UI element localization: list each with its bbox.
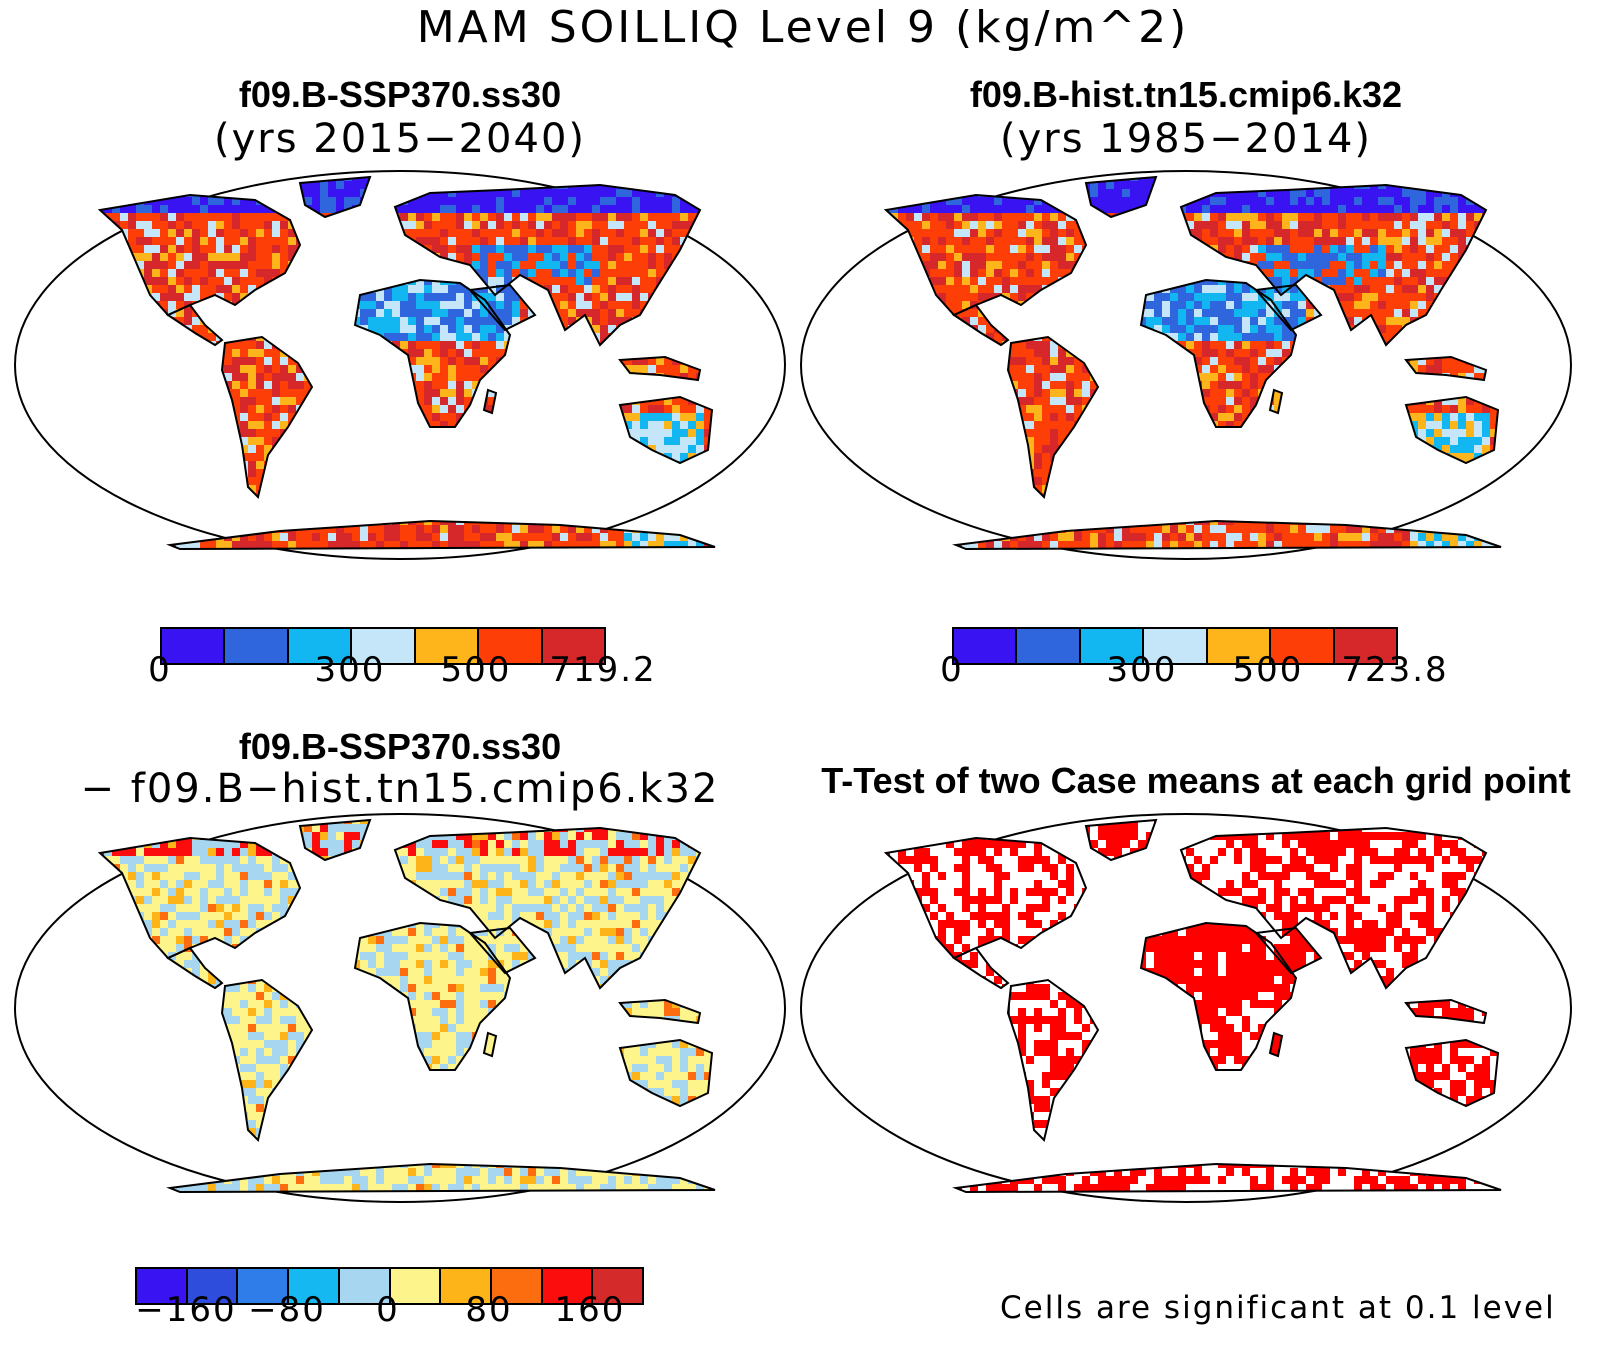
significance-note: Cells are significant at 0.1 level: [1000, 1290, 1556, 1326]
coastline-eurasia: [1179, 183, 1488, 347]
panel2-title: f09.B-hist.tn15.cmip6.k32: [969, 74, 1403, 115]
cbar3-tick-80: 80: [465, 1290, 513, 1330]
panel2-subtitle: (yrs 1985−2014): [1000, 116, 1372, 162]
coastline-south-america: [1006, 335, 1100, 499]
panel3-map: [14, 813, 786, 1203]
coastline-madagascar: [1268, 388, 1284, 415]
colorbar-swatch: [1017, 629, 1081, 663]
coastline-south-america: [220, 978, 314, 1142]
cbar2-tick-max: 723.8: [1341, 650, 1449, 690]
panel4-map: [800, 813, 1572, 1203]
colorbar-swatch: [352, 629, 416, 663]
colorbar-swatch: [390, 1269, 442, 1303]
colorbar-swatch: [289, 1269, 340, 1303]
coastline-central-america: [165, 303, 224, 347]
colorbar-swatch: [1334, 629, 1396, 663]
coastline-arabia: [1254, 283, 1323, 332]
colorbar-swatch: [593, 1269, 643, 1303]
coastline-eurasia: [393, 826, 702, 990]
colorbar-swatch: [162, 629, 226, 663]
coastline-africa: [353, 278, 512, 428]
panel2-colorbar: [952, 627, 1398, 665]
coastline-central-america: [951, 946, 1010, 990]
coastline-south-america: [1006, 978, 1100, 1142]
coastline-australia: [1404, 1038, 1500, 1108]
panel1-map: [14, 170, 786, 560]
colorbar-swatch: [415, 629, 480, 663]
panel3-title: f09.B-SSP370.ss30: [238, 726, 562, 767]
coastline-africa: [1139, 921, 1298, 1071]
coastline-south-america: [220, 335, 314, 499]
coastline-africa: [1139, 278, 1298, 428]
panel3-subtitle: − f09.B−hist.tn15.cmip6.k32: [80, 766, 720, 812]
coastline-central-america: [951, 303, 1010, 347]
cbar3-tick-m80: −80: [248, 1290, 326, 1330]
panel4-title: T-Test of two Case means at each grid po…: [821, 760, 1571, 801]
colorbar-swatch: [542, 629, 604, 663]
coastline-greenland: [298, 818, 372, 862]
panel1-title: f09.B-SSP370.ss30: [238, 74, 562, 115]
coastline-australia: [1404, 395, 1500, 465]
coastline-north-america: [883, 836, 1088, 960]
colorbar-swatch: [225, 629, 289, 663]
coastline-north-america: [97, 836, 302, 960]
cbar3-tick-m160: −160: [135, 1290, 237, 1330]
coastline-arabia: [468, 283, 537, 332]
colorbar-swatch: [1271, 629, 1335, 663]
colorbar-swatch: [339, 1269, 391, 1303]
coastline-madagascar: [1268, 1031, 1284, 1058]
cbar2-tick-500: 500: [1232, 650, 1304, 690]
colorbar-swatch: [238, 1269, 290, 1303]
coastline-north-america: [883, 193, 1088, 317]
colorbar-swatch: [954, 629, 1018, 663]
colorbar-swatch: [288, 629, 353, 663]
coastline-antarctica: [166, 519, 716, 551]
colorbar-swatch: [542, 1269, 594, 1303]
coastline-madagascar: [482, 1031, 498, 1058]
panel2-map: [800, 170, 1572, 560]
coastline-antarctica: [166, 1162, 716, 1194]
coastline-greenland: [298, 175, 372, 219]
colorbar-swatch: [1144, 629, 1208, 663]
coastline-antarctica: [952, 1162, 1502, 1194]
coastline-arabia: [468, 926, 537, 975]
cbar1-tick-0: 0: [148, 650, 172, 690]
coastline-madagascar: [482, 388, 498, 415]
colorbar-swatch: [187, 1269, 239, 1303]
coastline-eurasia: [393, 183, 702, 347]
colorbar-swatch: [441, 1269, 492, 1303]
coastline-arabia: [1254, 926, 1323, 975]
coastline-eurasia: [1179, 826, 1488, 990]
colorbar-swatch: [479, 629, 543, 663]
coastline-australia: [618, 395, 714, 465]
panel1-subtitle: (yrs 2015−2040): [214, 116, 586, 162]
colorbar-swatch: [491, 1269, 543, 1303]
cbar1-tick-max: 719.2: [549, 650, 657, 690]
panel1-colorbar: [160, 627, 606, 665]
coastline-maritime-asia: [618, 998, 702, 1025]
cbar2-tick-0: 0: [940, 650, 964, 690]
cbar1-tick-300: 300: [314, 650, 386, 690]
coastline-north-america: [97, 193, 302, 317]
coastline-maritime-asia: [1404, 998, 1488, 1025]
coastline-greenland: [1084, 175, 1158, 219]
coastline-australia: [618, 1038, 714, 1108]
panel3-colorbar: [135, 1267, 644, 1305]
coastline-africa: [353, 921, 512, 1071]
colorbar-swatch: [1080, 629, 1145, 663]
coastline-maritime-asia: [1404, 355, 1488, 382]
cbar3-tick-160: 160: [554, 1290, 626, 1330]
coastline-greenland: [1084, 818, 1158, 862]
cbar1-tick-500: 500: [440, 650, 512, 690]
coastline-maritime-asia: [618, 355, 702, 382]
cbar3-tick-0: 0: [376, 1290, 400, 1330]
coastline-central-america: [165, 946, 224, 990]
colorbar-swatch: [137, 1269, 188, 1303]
coastline-antarctica: [952, 519, 1502, 551]
figure-title: MAM SOILLIQ Level 9 (kg/m^2): [416, 2, 1190, 53]
colorbar-swatch: [1207, 629, 1272, 663]
cbar2-tick-300: 300: [1106, 650, 1178, 690]
